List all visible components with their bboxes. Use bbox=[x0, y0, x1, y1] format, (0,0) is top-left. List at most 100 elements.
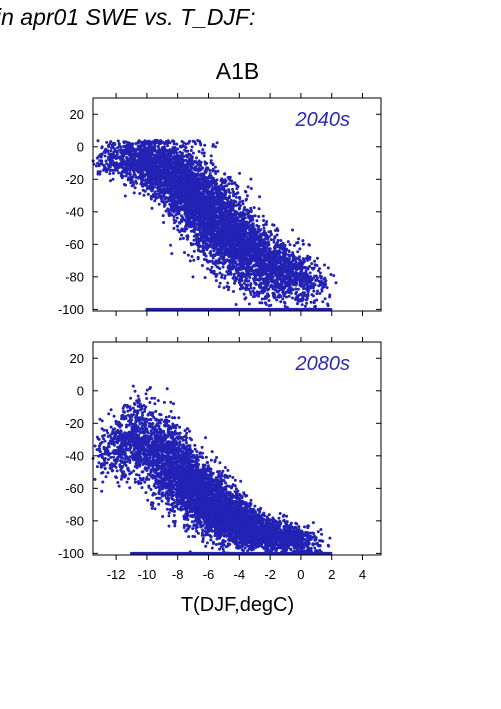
data-point bbox=[141, 184, 145, 188]
data-point bbox=[170, 252, 174, 256]
data-point bbox=[142, 193, 146, 197]
data-point bbox=[178, 237, 182, 241]
data-point bbox=[319, 275, 323, 279]
data-point bbox=[244, 238, 248, 242]
data-point bbox=[224, 201, 228, 205]
data-point bbox=[282, 245, 286, 249]
data-point bbox=[284, 274, 288, 278]
data-point bbox=[326, 302, 330, 306]
data-point bbox=[176, 147, 180, 151]
data-point bbox=[242, 292, 246, 296]
data-point bbox=[299, 298, 302, 301]
data-point bbox=[252, 206, 256, 210]
data-point bbox=[261, 214, 265, 218]
data-point bbox=[227, 285, 231, 289]
data-point bbox=[323, 263, 326, 267]
data-point bbox=[231, 206, 235, 210]
data-point bbox=[218, 267, 222, 271]
data-point bbox=[215, 247, 219, 251]
data-point bbox=[121, 170, 125, 174]
data-point bbox=[172, 226, 176, 230]
data-point bbox=[202, 172, 206, 176]
data-point bbox=[118, 165, 122, 169]
data-point bbox=[225, 184, 229, 188]
data-point bbox=[114, 154, 118, 158]
data-point bbox=[129, 181, 133, 185]
data-point bbox=[186, 160, 190, 164]
data-point bbox=[279, 239, 283, 242]
data-point bbox=[98, 170, 102, 174]
data-point bbox=[226, 198, 230, 202]
data-point bbox=[262, 219, 266, 222]
data-point bbox=[291, 255, 295, 259]
data-point bbox=[153, 199, 157, 203]
data-point bbox=[189, 242, 193, 245]
data-point bbox=[206, 193, 210, 197]
data-point bbox=[144, 182, 148, 186]
data-point bbox=[217, 285, 221, 289]
data-point bbox=[192, 224, 196, 227]
data-point bbox=[190, 145, 194, 149]
data-point bbox=[326, 266, 330, 270]
data-point bbox=[246, 185, 250, 189]
data-point bbox=[213, 169, 217, 173]
data-point bbox=[113, 147, 117, 151]
data-point bbox=[305, 280, 309, 284]
data-point bbox=[115, 149, 119, 153]
data-point bbox=[133, 173, 137, 177]
data-point bbox=[212, 242, 216, 246]
data-point bbox=[157, 202, 161, 206]
data-point bbox=[224, 250, 228, 254]
data-point bbox=[206, 176, 210, 180]
data-point bbox=[253, 259, 257, 263]
data-point bbox=[269, 250, 273, 254]
data-point bbox=[112, 141, 115, 145]
data-point bbox=[249, 286, 253, 290]
data-point bbox=[249, 223, 253, 227]
data-point bbox=[138, 192, 142, 195]
data-point bbox=[234, 195, 238, 199]
data-point bbox=[161, 151, 165, 154]
data-point bbox=[223, 172, 227, 176]
data-point bbox=[183, 148, 187, 152]
data-point bbox=[116, 139, 120, 143]
data-point bbox=[244, 190, 248, 194]
data-point bbox=[273, 288, 277, 292]
data-point bbox=[143, 189, 147, 193]
data-point bbox=[95, 156, 99, 160]
data-point bbox=[195, 156, 198, 160]
data-point bbox=[190, 255, 194, 258]
data-point bbox=[287, 294, 291, 298]
data-point bbox=[249, 187, 253, 190]
data-point bbox=[192, 249, 196, 253]
data-point bbox=[248, 290, 252, 294]
data-point bbox=[254, 278, 258, 282]
data-point bbox=[233, 181, 237, 185]
data-point bbox=[108, 160, 112, 164]
data-point bbox=[218, 281, 222, 285]
data-point bbox=[176, 228, 180, 232]
data-point bbox=[274, 255, 278, 259]
data-point bbox=[281, 297, 285, 301]
data-point bbox=[108, 172, 112, 176]
data-point bbox=[150, 206, 154, 210]
data-point bbox=[269, 285, 272, 289]
data-point bbox=[176, 224, 180, 228]
data-point bbox=[136, 140, 140, 144]
data-point bbox=[212, 208, 216, 212]
data-point bbox=[183, 251, 186, 254]
data-point bbox=[295, 290, 298, 294]
data-point bbox=[132, 191, 136, 195]
data-point bbox=[205, 259, 209, 263]
data-point bbox=[263, 254, 267, 257]
data-point bbox=[285, 260, 289, 264]
data-point bbox=[298, 283, 302, 287]
data-point bbox=[301, 295, 305, 299]
data-point bbox=[307, 288, 311, 292]
data-point bbox=[109, 149, 113, 153]
data-point bbox=[256, 227, 260, 231]
data-point bbox=[209, 221, 213, 225]
data-point bbox=[191, 151, 195, 155]
data-point bbox=[195, 172, 199, 176]
data-point bbox=[308, 264, 312, 268]
